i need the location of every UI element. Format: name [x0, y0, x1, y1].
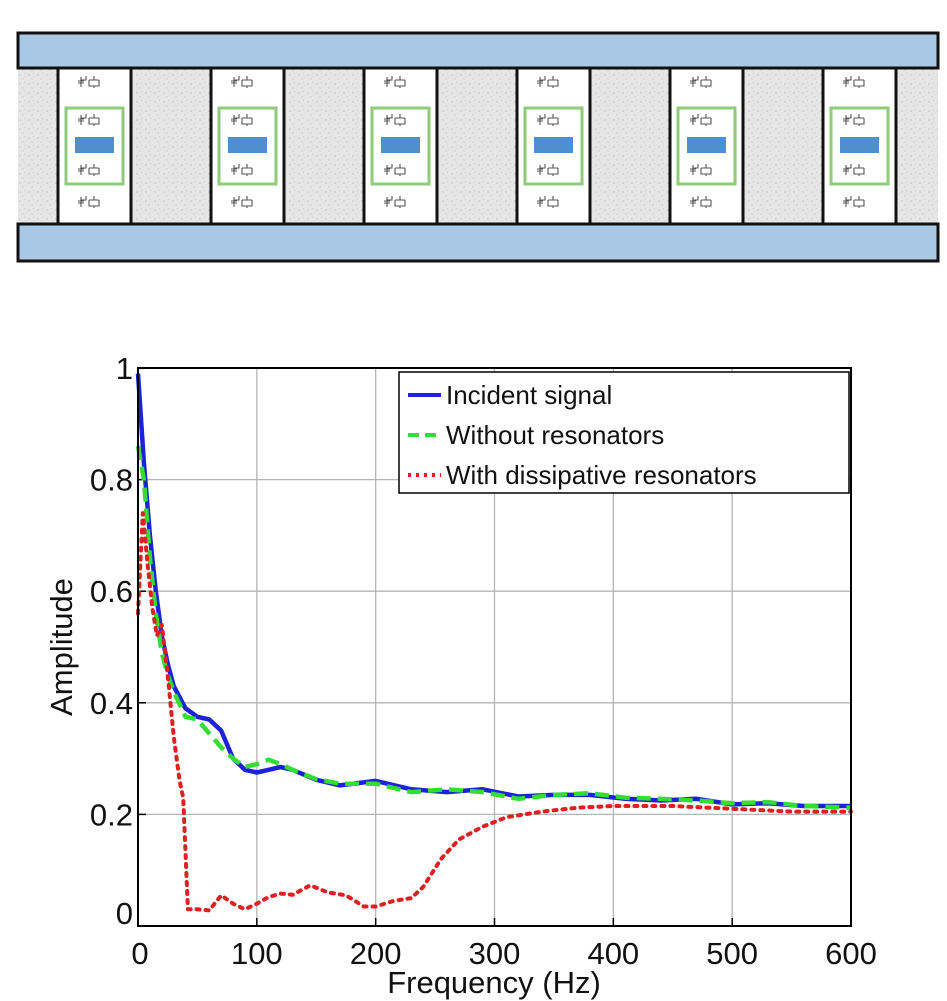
x-tick-label: 400	[587, 936, 639, 971]
resonator-cell	[821, 66, 898, 226]
x-tick-label: 0	[131, 936, 148, 971]
bottom-plate	[16, 222, 940, 263]
y-tick-label: 0.8	[90, 463, 133, 498]
x-tick-label: 200	[350, 936, 402, 971]
resonator-array	[56, 66, 898, 226]
resonator-mass	[687, 137, 726, 153]
resonator-mass	[840, 137, 879, 153]
resonator-cell	[515, 66, 592, 226]
dissipative-resonators-line	[136, 511, 853, 913]
x-tick-label: 300	[469, 936, 521, 971]
x-tick-label: 100	[231, 936, 283, 971]
legend-label-without: Without resonators	[446, 420, 664, 450]
resonator-cell	[668, 66, 745, 226]
legend-box	[398, 371, 850, 494]
y-tick-label: 0.6	[90, 574, 133, 609]
legend-label-dissipative: With dissipative resonators	[446, 460, 757, 490]
y-axis-label: Amplitude	[44, 578, 79, 716]
series-layer	[135, 373, 853, 913]
metamaterial-schematic	[16, 31, 940, 263]
legend: Incident signal Without resonators With …	[398, 371, 850, 494]
legend-label-incident: Incident signal	[446, 380, 612, 410]
resonator-mass	[534, 137, 573, 153]
resonator-cell	[56, 66, 133, 226]
plot-frame	[137, 367, 852, 927]
tick-labels: 0 100 200 300 400 500 600 0 0.2 0.4 0.6 0.8 1	[90, 351, 877, 971]
resonator-cell	[362, 66, 439, 226]
y-tick-label: 0.4	[90, 686, 133, 721]
resonator-mass	[381, 137, 420, 153]
top-plate	[16, 31, 940, 70]
amplitude-chart: 0 100 200 300 400 500 600 0 0.2 0.4 0.6 0.8 1 Freque…	[44, 351, 877, 1000]
y-tick-label: 0.2	[90, 797, 133, 832]
y-tick-label: 0	[116, 896, 133, 931]
y-tick-label: 1	[116, 351, 133, 386]
x-axis-label: Frequency (Hz)	[387, 965, 601, 1000]
x-tick-label: 500	[706, 936, 758, 971]
foam-core	[18, 68, 938, 224]
resonator-mass	[75, 137, 114, 153]
resonator-cell	[209, 66, 286, 226]
without-resonators-line	[135, 445, 852, 810]
resonator-mass	[228, 137, 267, 153]
x-tick-label: 600	[825, 936, 877, 971]
